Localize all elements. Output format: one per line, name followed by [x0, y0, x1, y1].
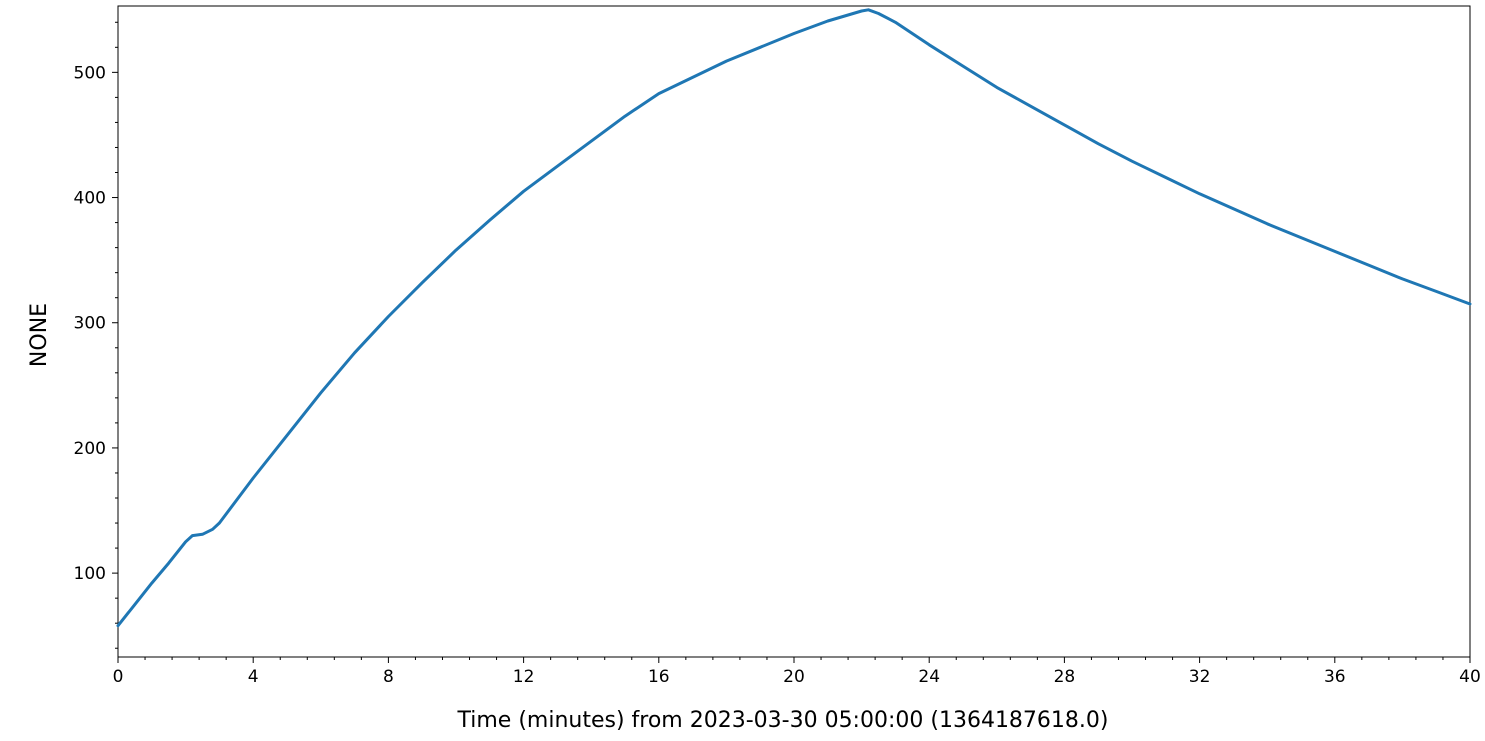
y-axis-label: NONE	[27, 303, 52, 367]
y-tick-label: 400	[74, 189, 106, 209]
x-tick-label: 32	[1189, 667, 1211, 687]
y-tick-label: 300	[74, 314, 106, 334]
x-tick-label: 4	[248, 667, 259, 687]
x-tick-label: 8	[383, 667, 394, 687]
x-tick-label: 24	[918, 667, 940, 687]
x-tick-label: 20	[783, 667, 805, 687]
x-tick-label: 36	[1324, 667, 1346, 687]
series-line	[116, 8, 1472, 628]
y-tick-label: 500	[74, 63, 106, 83]
x-axis-label: Time (minutes) from 2023-03-30 05:00:00 …	[456, 708, 1108, 733]
y-tick-label: 200	[74, 439, 106, 459]
x-tick-label: 0	[113, 667, 124, 687]
x-tick-label: 12	[513, 667, 535, 687]
x-tick-label: 16	[648, 667, 670, 687]
y-tick-label: 100	[74, 564, 106, 584]
x-tick-label: 28	[1054, 667, 1076, 687]
x-tick-label: 40	[1459, 667, 1481, 687]
plot-frame	[117, 5, 1471, 658]
